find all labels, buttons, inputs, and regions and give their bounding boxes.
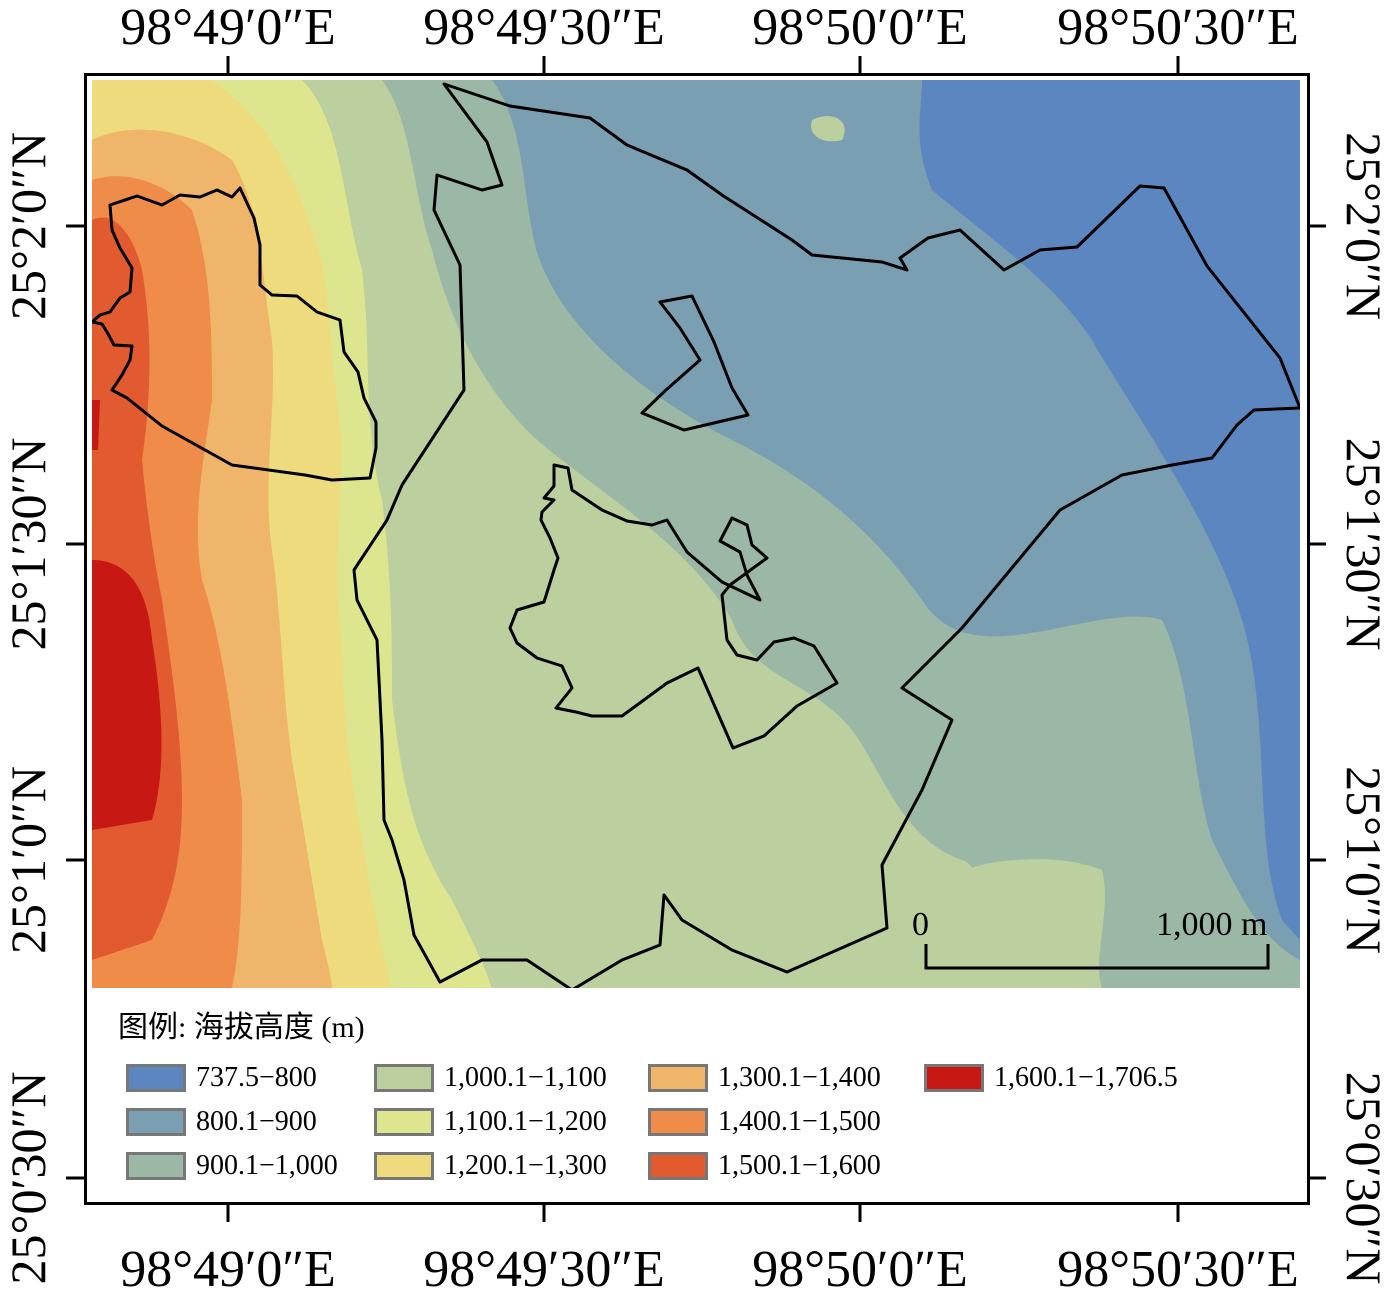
legend-item: 1,300.1−1,400	[648, 1060, 881, 1096]
scale-bar-end-label: 1,000 m	[1156, 906, 1268, 943]
legend-label: 1,500.1−1,600	[718, 1150, 881, 1181]
elevation-zone-1600-1706-small	[92, 400, 100, 450]
legend-swatch	[648, 1064, 708, 1092]
bottom-lon-label-1: 98°49′0″E	[120, 1241, 336, 1298]
legend-swatch	[126, 1108, 186, 1136]
legend-swatch	[648, 1152, 708, 1180]
top-lon-label-3: 98°50′0″E	[752, 0, 968, 56]
legend-label: 800.1−900	[196, 1106, 317, 1137]
legend-item: 1,400.1−1,500	[648, 1104, 881, 1140]
scale-bar	[924, 944, 1270, 970]
legend-label: 1,000.1−1,100	[444, 1062, 607, 1093]
legend-swatch	[924, 1064, 984, 1092]
legend-label: 900.1−1,000	[196, 1150, 338, 1181]
legend-swatch	[374, 1152, 434, 1180]
district-boundary-central-enclave	[508, 463, 839, 750]
legend-label: 737.5−800	[196, 1062, 317, 1093]
legend-item: 1,000.1−1,100	[374, 1060, 607, 1096]
district-boundary-main	[352, 82, 1300, 988]
legend-title: 图例: 海拔高度 (m)	[118, 1011, 365, 1044]
legend-item: 1,200.1−1,300	[374, 1148, 607, 1184]
top-lon-label-2: 98°49′30″E	[423, 0, 665, 56]
legend-swatch	[126, 1064, 186, 1092]
legend-label: 1,300.1−1,400	[718, 1062, 881, 1093]
legend-item: 900.1−1,000	[126, 1148, 338, 1184]
legend-swatch	[374, 1108, 434, 1136]
legend-item: 1,100.1−1,200	[374, 1104, 607, 1140]
elevation-zone-1600-1706	[92, 560, 162, 830]
elevation-zone-1000-1100-patch	[811, 116, 845, 142]
bottom-lon-label-4: 98°50′30″E	[1057, 1241, 1299, 1298]
district-boundary-north-enclave	[640, 294, 750, 432]
top-lon-label-1: 98°49′0″E	[120, 0, 336, 56]
legend-item: 800.1−900	[126, 1104, 317, 1140]
legend-swatch	[126, 1152, 186, 1180]
bottom-lon-label-3: 98°50′0″E	[752, 1241, 968, 1298]
elevation-zone-737-800	[919, 80, 1300, 940]
legend-label: 1,600.1−1,706.5	[994, 1062, 1178, 1093]
legend-label: 1,200.1−1,300	[444, 1150, 607, 1181]
district-boundary-west	[92, 186, 378, 482]
legend-item: 737.5−800	[126, 1060, 317, 1096]
scale-bar-start-label: 0	[912, 906, 929, 943]
legend-label: 1,100.1−1,200	[444, 1106, 607, 1137]
legend-swatch	[374, 1064, 434, 1092]
bottom-lon-label-2: 98°49′30″E	[423, 1241, 665, 1298]
elevation-map	[92, 80, 1300, 988]
elevation-zone-1000-1100-se	[937, 859, 1105, 988]
legend-swatch	[648, 1108, 708, 1136]
legend-label: 1,400.1−1,500	[718, 1106, 881, 1137]
legend-item: 1,500.1−1,600	[648, 1148, 881, 1184]
legend-item: 1,600.1−1,706.5	[924, 1060, 1178, 1096]
top-lon-label-4: 98°50′30″E	[1057, 0, 1299, 56]
